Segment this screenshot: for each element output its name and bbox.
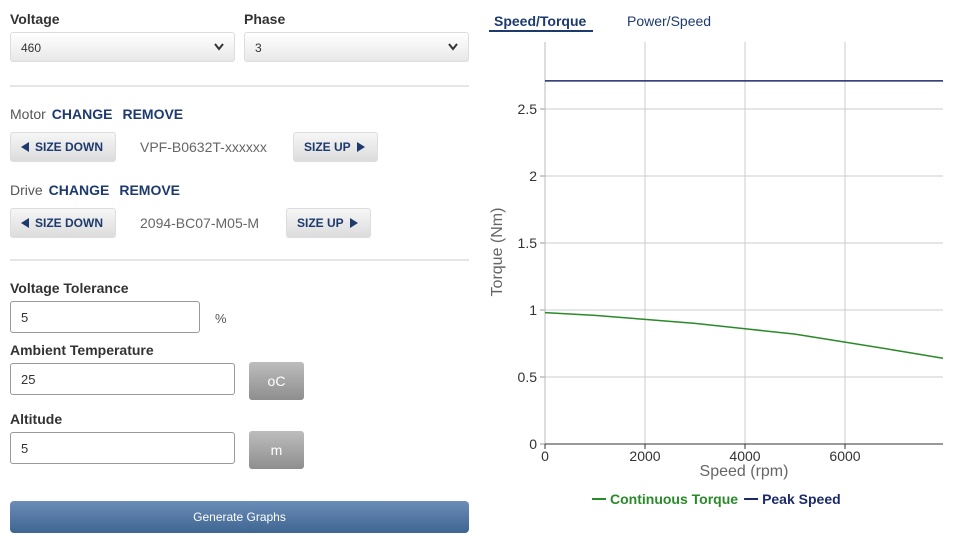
altitude-label: Altitude (10, 411, 63, 427)
tolerance-label: Voltage Tolerance (10, 280, 129, 296)
drive-size-up-text: SIZE UP (297, 216, 344, 230)
temperature-input[interactable]: 25 (10, 363, 235, 395)
generate-button[interactable]: Generate Graphs (10, 501, 469, 533)
left-arrow (21, 142, 29, 152)
drive-size-down-text: SIZE DOWN (35, 216, 103, 230)
y-tick-label: 2 (529, 168, 537, 184)
series-line (544, 311, 944, 359)
y-tick-label: 1 (529, 302, 537, 318)
y-tick-label: 1.5 (518, 235, 538, 251)
chevron (448, 43, 458, 51)
x-axis-label: Speed (rpm) (700, 463, 789, 480)
tolerance-input[interactable]: 5 (10, 301, 200, 333)
right-arrow (356, 142, 365, 152)
motor-size-down-text: SIZE DOWN (35, 140, 103, 154)
drive-label: Drive (10, 182, 43, 198)
motor-label: Motor (10, 106, 46, 122)
drive-row: Drive CHANGE REMOVE (10, 182, 180, 200)
x-tick-label: 6000 (829, 448, 860, 464)
y-tick-label: 2.5 (518, 101, 538, 117)
drive-size-up[interactable]: SIZE UP (286, 208, 371, 238)
x-tick-label: 4000 (729, 448, 760, 464)
left-arrow (21, 218, 29, 228)
voltage-value: 460 (21, 41, 42, 55)
motor-row: Motor CHANGE REMOVE (10, 106, 183, 124)
drive-model: 2094-BC07-M05-M (140, 215, 260, 231)
x-tick-label: 2000 (629, 448, 660, 464)
temperature-label: Ambient Temperature (10, 342, 154, 358)
motor-remove[interactable]: REMOVE (122, 106, 184, 122)
tab-active[interactable]: Speed/Torque (494, 13, 587, 29)
chart: Torque (Nm) Speed (rpm) 0 0.5 1 1.5 2 2.5 0 200… (489, 42, 944, 507)
tab[interactable]: Power/Speed (627, 13, 712, 29)
motor-change[interactable]: CHANGE (51, 106, 113, 122)
y-tick-label: 0.5 (518, 369, 538, 385)
altitude-input[interactable]: 5 (10, 432, 235, 464)
voltage-label: Voltage (10, 11, 60, 27)
drive-remove[interactable]: REMOVE (119, 182, 181, 198)
legend-label: Peak Speed (762, 491, 841, 507)
y-tick-label: 0 (529, 436, 537, 452)
motor-size-up[interactable]: SIZE UP (293, 132, 378, 162)
y-axis-label: Torque (Nm) (489, 208, 506, 297)
tab-underline (489, 30, 593, 32)
x-tick-label: 0 (541, 448, 549, 464)
chevron (214, 43, 224, 51)
drive-size-down[interactable]: SIZE DOWN (10, 208, 116, 238)
temperature-unit[interactable]: oC (249, 362, 304, 400)
phase-select[interactable]: 3 (244, 32, 469, 62)
altitude-unit[interactable]: m (249, 431, 304, 469)
drive-change[interactable]: CHANGE (48, 182, 110, 198)
divider (10, 259, 469, 261)
divider (10, 85, 469, 87)
legend-label: Continuous Torque (610, 491, 738, 507)
motor-size-down[interactable]: SIZE DOWN (10, 132, 116, 162)
right-arrow (349, 218, 358, 228)
motor-model: VPF-B0632T-xxxxxx (140, 139, 267, 155)
motor-size-up-text: SIZE UP (304, 140, 351, 154)
voltage-select[interactable]: 460 (10, 32, 235, 62)
tolerance-unit: % (215, 311, 227, 326)
phase-value: 3 (255, 41, 262, 55)
phase-label: Phase (244, 11, 286, 27)
